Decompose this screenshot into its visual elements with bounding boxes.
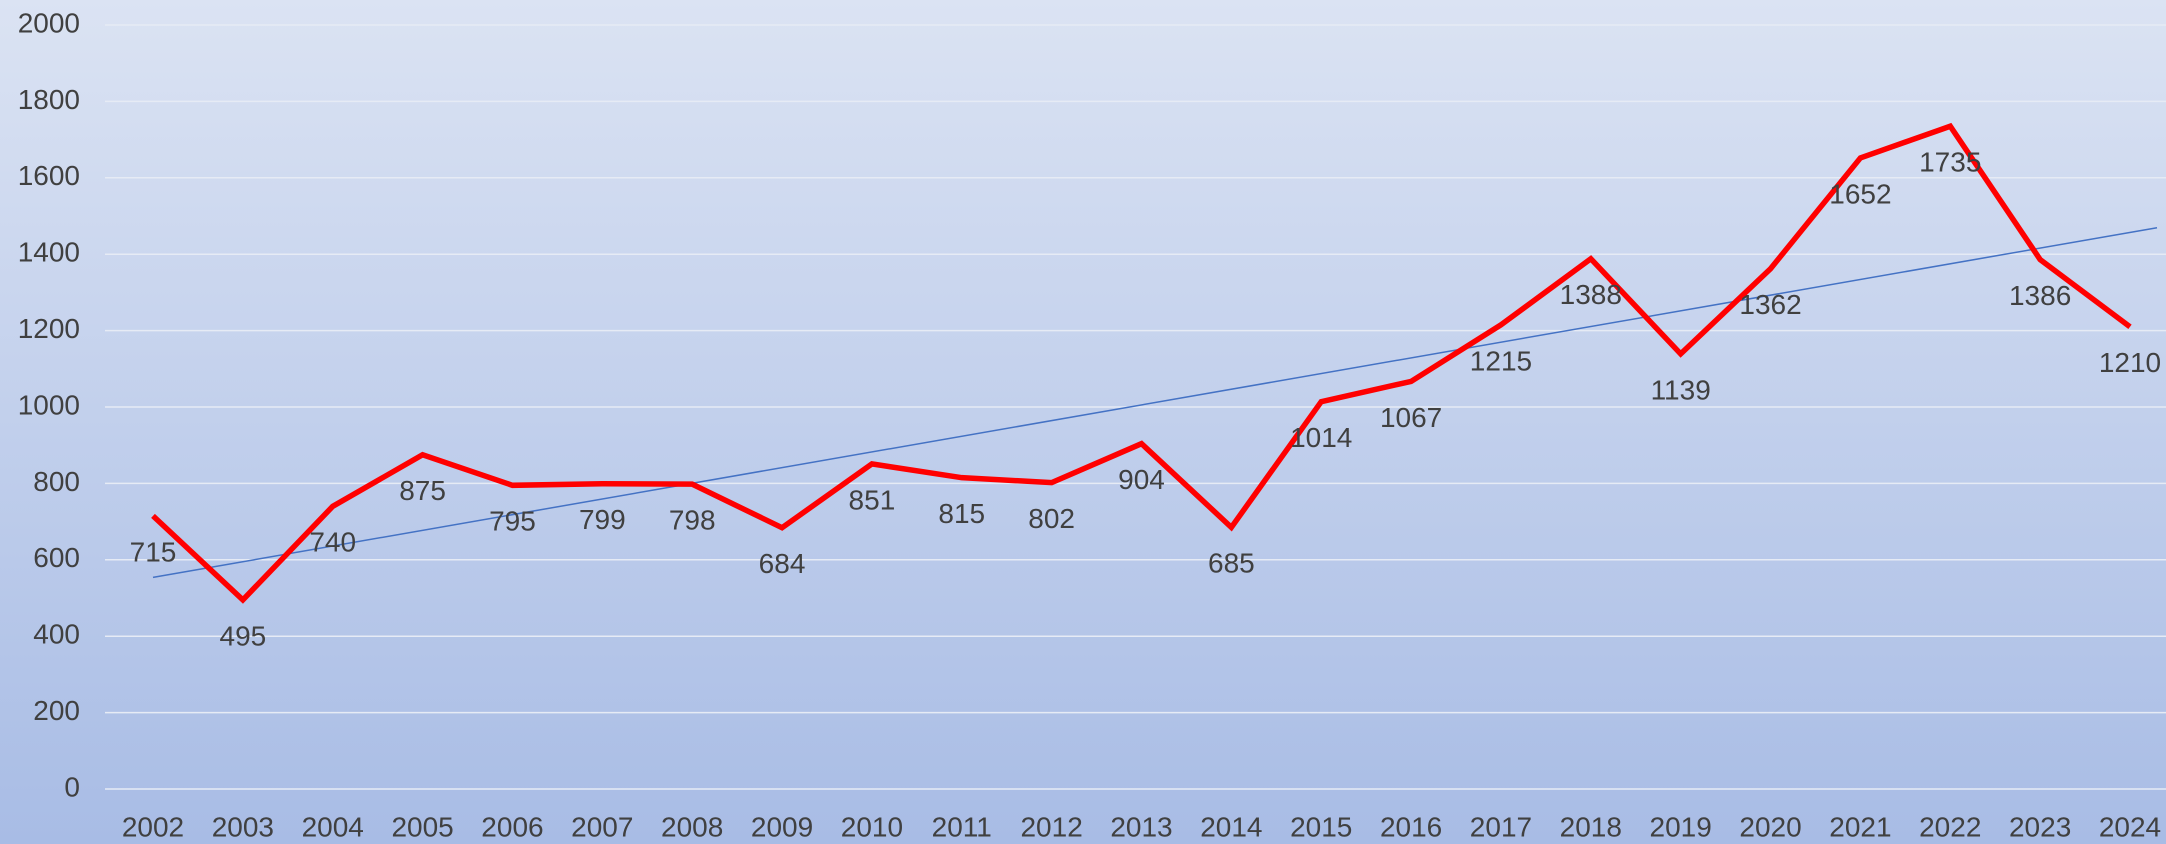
data-label: 802 bbox=[1028, 503, 1075, 534]
y-tick-label: 1600 bbox=[18, 160, 80, 191]
x-tick-label: 2022 bbox=[1919, 811, 1981, 842]
x-tick-label: 2012 bbox=[1020, 811, 1082, 842]
data-label: 1386 bbox=[2009, 280, 2071, 311]
data-label: 1210 bbox=[2099, 347, 2161, 378]
trendline bbox=[152, 226, 2158, 579]
data-label: 1735 bbox=[1919, 147, 1981, 178]
data-label: 495 bbox=[220, 620, 267, 651]
y-tick-label: 1000 bbox=[18, 389, 80, 420]
data-label: 1014 bbox=[1290, 422, 1352, 453]
x-tick-label: 2021 bbox=[1829, 811, 1891, 842]
x-tick-label: 2007 bbox=[571, 811, 633, 842]
x-tick-label: 2006 bbox=[481, 811, 543, 842]
x-tick-label: 2003 bbox=[212, 811, 274, 842]
x-tick-label: 2018 bbox=[1560, 811, 1622, 842]
data-label: 684 bbox=[759, 548, 806, 579]
data-label: 685 bbox=[1208, 548, 1255, 579]
y-tick-label: 2000 bbox=[18, 7, 80, 38]
data-label: 1362 bbox=[1739, 289, 1801, 320]
data-label: 1652 bbox=[1829, 178, 1891, 209]
y-tick-label: 400 bbox=[33, 619, 80, 650]
data-line bbox=[151, 122, 2132, 604]
x-tick-label: 2019 bbox=[1650, 811, 1712, 842]
x-tick-label: 2024 bbox=[2099, 811, 2161, 842]
x-tick-label: 2015 bbox=[1290, 811, 1352, 842]
data-label: 798 bbox=[669, 505, 716, 536]
data-label: 795 bbox=[489, 506, 536, 537]
data-label: 1067 bbox=[1380, 402, 1442, 433]
x-tick-label: 2011 bbox=[932, 811, 992, 842]
y-tick-label: 200 bbox=[33, 695, 80, 726]
y-tick-label: 800 bbox=[33, 466, 80, 497]
data-label: 904 bbox=[1118, 464, 1165, 495]
y-tick-label: 1400 bbox=[18, 237, 80, 268]
x-tick-label: 2008 bbox=[661, 811, 723, 842]
data-label: 851 bbox=[849, 484, 896, 515]
data-label: 1139 bbox=[1651, 374, 1711, 405]
x-tick-label: 2020 bbox=[1739, 811, 1801, 842]
data-label: 715 bbox=[130, 536, 177, 567]
x-tick-label: 2014 bbox=[1200, 811, 1262, 842]
y-tick-label: 600 bbox=[33, 542, 80, 573]
data-label: 1215 bbox=[1470, 345, 1532, 376]
data-label: 740 bbox=[309, 527, 356, 558]
x-tick-label: 2004 bbox=[302, 811, 364, 842]
x-tick-label: 2013 bbox=[1110, 811, 1172, 842]
x-tick-label: 2016 bbox=[1380, 811, 1442, 842]
y-tick-label: 1800 bbox=[18, 84, 80, 115]
x-tick-label: 2023 bbox=[2009, 811, 2071, 842]
x-tick-label: 2002 bbox=[122, 811, 184, 842]
x-tick-label: 2009 bbox=[751, 811, 813, 842]
data-label: 875 bbox=[399, 475, 446, 506]
y-tick-label: 0 bbox=[64, 771, 80, 802]
x-tick-label: 2017 bbox=[1470, 811, 1532, 842]
y-tick-label: 1200 bbox=[18, 313, 80, 344]
x-tick-label: 2005 bbox=[391, 811, 453, 842]
data-label: 799 bbox=[579, 504, 626, 535]
data-label: 815 bbox=[938, 498, 985, 529]
x-tick-label: 2010 bbox=[841, 811, 903, 842]
data-label: 1388 bbox=[1560, 279, 1622, 310]
